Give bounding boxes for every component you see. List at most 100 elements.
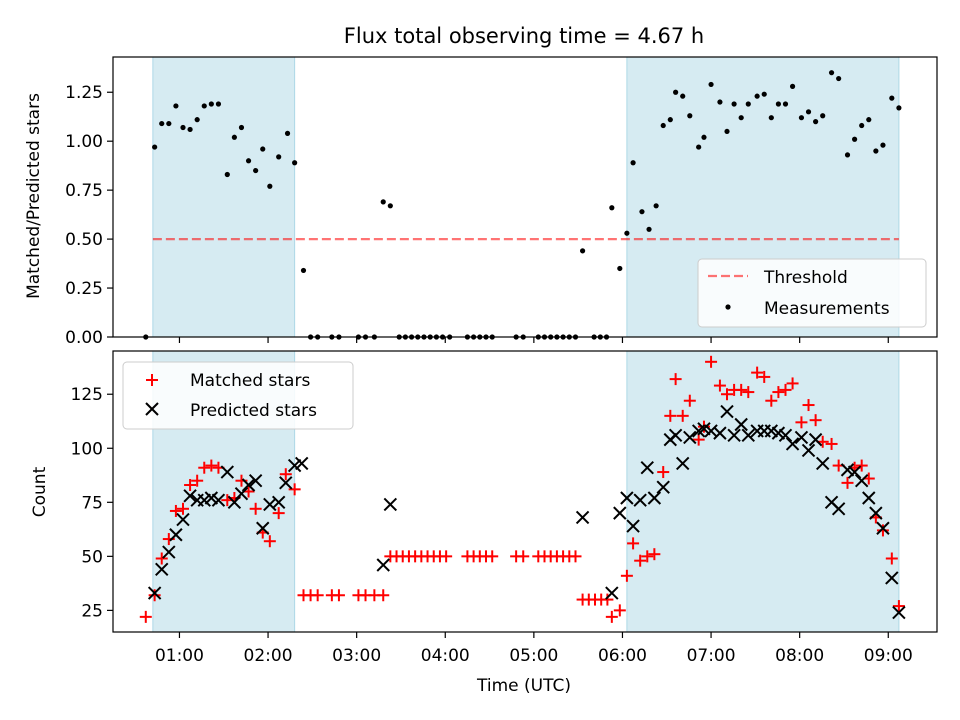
predicted-star-marker [147,586,162,600]
matched-star-marker [641,550,654,563]
measurement-point [208,101,214,107]
matched-star-marker [786,377,799,390]
measurement-point [215,101,222,107]
measurement-point [609,205,615,211]
matched-star-marker [735,383,748,396]
shaded-window-bottom-1 [626,350,900,633]
predicted-star-marker [162,545,176,559]
measurement-point [866,117,872,123]
measurement-point [267,183,273,189]
matched-star-marker [613,604,626,617]
measurement-point [820,113,826,119]
ratio-y-axis: 0.00 0.25 0.50 0.75 1.00 1.25 [65,83,113,348]
measurement-point [387,203,393,209]
measurement-point [194,117,200,123]
measurement-point [231,134,237,140]
count-y-tick-label: 75 [81,493,103,513]
measurement-point [731,101,737,107]
predicted-star-marker [227,495,242,510]
measurement-point [813,119,819,125]
predicted-star-marker [815,456,830,471]
measurement-point [187,126,193,133]
matched-star-marker [751,366,764,379]
ratio-y-axis-label: Matched/Predicted stars [24,93,44,299]
predicted-star-marker [647,491,662,505]
measurement-point [724,128,730,135]
predicted-star-marker [183,489,197,503]
measurement-point [745,101,751,107]
matched-star-markers [139,355,905,623]
ratio-panel-frame [112,56,938,338]
matched-star-marker [605,610,618,623]
matched-star-marker [802,399,815,412]
measurement-point [859,122,865,129]
matched-star-marker [279,468,292,481]
measurement-point [880,142,886,148]
predicted-star-marker [633,493,647,507]
count-panel-frame [112,350,938,633]
count-y-tick-label: 100 [71,439,103,459]
matched-star-marker [648,548,661,561]
measurement-point [844,152,851,158]
measurement-point [380,199,386,205]
measurement-point [687,113,693,119]
time-x-axis-label: Time (UTC) [476,676,571,696]
predicted-star-marker [668,428,683,443]
matched-star-marker [683,394,696,407]
matched-star-marker [809,414,822,427]
measurement-point [238,124,245,131]
legend-predicted-label: Predicted stars [190,401,317,421]
predicted-star-marker [720,404,734,419]
predicted-star-marker [176,512,190,527]
predicted-star-marker [169,528,183,542]
matched-star-marker [205,459,218,472]
matched-star-marker [155,552,168,565]
matched-star-marker [601,593,614,606]
measurement-point [646,226,652,232]
measurement-point [667,117,673,123]
predicted-star-marker [885,571,899,585]
count-y-axis-label: Count [30,466,50,517]
measurement-point [680,93,686,99]
matched-star-marker [184,479,197,492]
time-x-tick-label: 04:00 [421,646,470,666]
measurement-point [889,95,895,101]
legend-threshold-label: Threshold [763,268,848,288]
measurement-point [775,101,782,107]
measurement-point [284,130,291,136]
time-x-tick-label: 08:00 [775,646,824,666]
predicted-star-marker [847,465,862,479]
predicted-star-marker [676,456,690,471]
count-legend-box [122,361,354,430]
matched-star-marker [311,589,324,602]
count-legend: Matched stars Predicted stars [122,361,354,430]
count-y-tick-label: 50 [81,547,103,567]
measurement-point [253,167,259,174]
measurement-point [717,99,723,105]
measurement-point [828,70,835,76]
matched-star-marker [139,610,152,623]
matched-star-marker [664,409,677,422]
predicted-star-marker [241,478,256,492]
predicted-star-marker [876,521,890,535]
measurement-point [276,154,282,160]
time-x-tick-label: 02:00 [244,646,293,666]
matched-star-marker [263,535,276,548]
predicted-star-marker [211,493,226,507]
predicted-star-marker [869,506,883,520]
matched-star-marker [169,504,182,517]
matched-star-marker [772,386,785,399]
predicted-star-marker [220,465,235,479]
predicted-star-marker [234,486,249,501]
predicted-star-marker [854,473,869,488]
matched-star-marker [332,589,345,602]
measurement-points [143,70,902,340]
matched-star-marker [486,550,499,563]
matched-star-marker [517,550,530,563]
chart-title: Flux total observing time = 4.67 h [344,24,704,48]
matched-star-marker [885,552,898,565]
matched-star-marker [713,379,726,392]
measurement-point [768,115,774,121]
measurement-point [653,203,659,209]
matched-star-marker [191,474,204,487]
